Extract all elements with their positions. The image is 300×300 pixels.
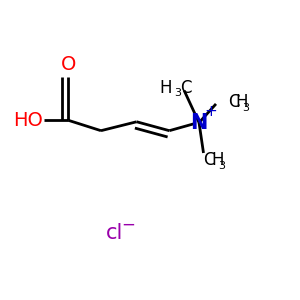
Text: C: C	[203, 152, 215, 169]
Text: 3: 3	[174, 88, 181, 98]
Text: 3: 3	[242, 103, 249, 113]
Text: +: +	[204, 104, 217, 119]
Text: cl: cl	[106, 223, 123, 243]
Text: −: −	[121, 215, 135, 233]
Text: H: H	[211, 152, 224, 169]
Text: O: O	[61, 55, 76, 74]
Text: H: H	[235, 93, 248, 111]
Text: C: C	[228, 93, 239, 111]
Text: HO: HO	[13, 111, 43, 130]
Text: C: C	[181, 79, 192, 97]
Text: N: N	[190, 113, 208, 133]
Text: 3: 3	[218, 161, 225, 171]
Text: H: H	[160, 79, 172, 97]
